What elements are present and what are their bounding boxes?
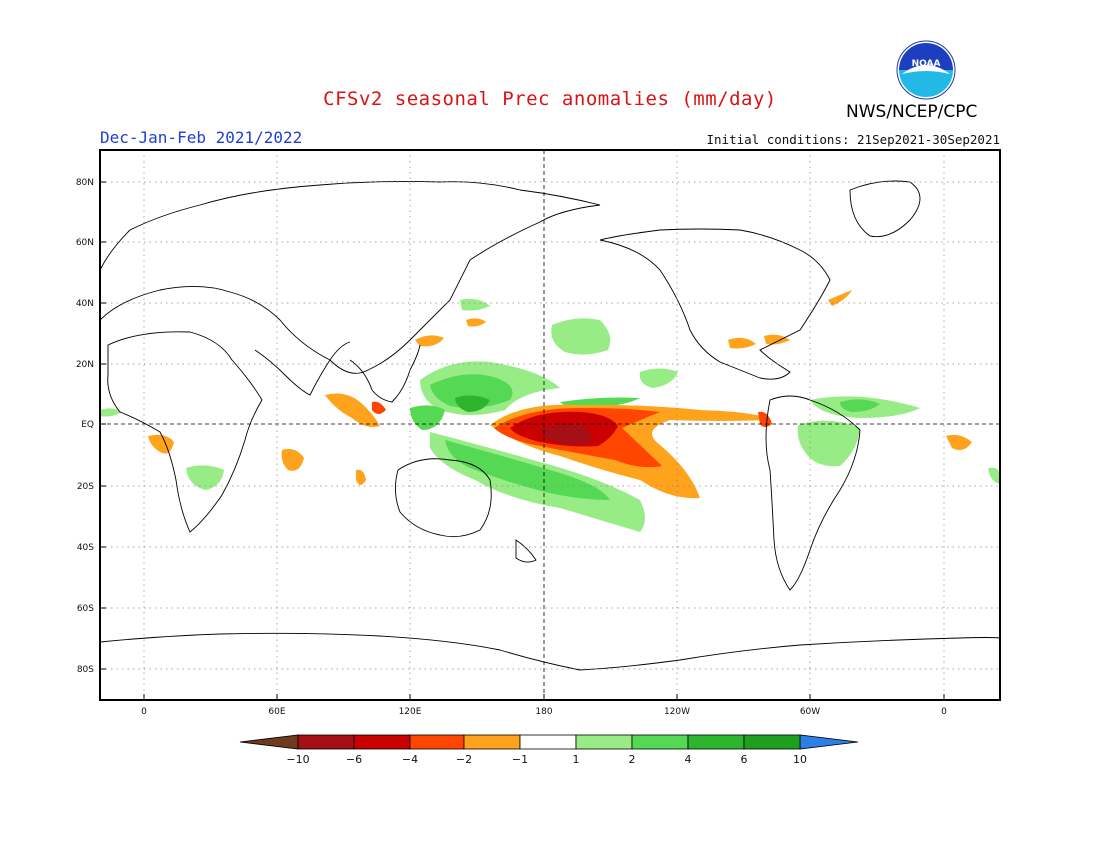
colorbar-label: 6 [741,753,748,766]
lat-tick-marks [100,181,945,700]
peru-coast-dry [758,411,772,427]
coastline-southeast-asia [349,344,421,403]
lat-tick: 60N [76,238,94,248]
colorbar-label: 10 [793,753,807,766]
madagascar-dry [356,469,366,485]
coastline-greenland [849,180,921,238]
coastline-south-america [765,395,861,591]
colorbar-segment [463,734,521,750]
amazon-wet [797,420,860,467]
colorbar-left-arrow [239,734,299,750]
central-pacific-wet [551,318,611,355]
indian-ocean-dry [281,449,304,471]
east-pacific-wet [639,368,678,388]
coastline-arabia-india [254,341,351,396]
wpac-wet-peak [455,395,490,412]
southern-africa-wet [186,465,224,490]
colorbar-label: 1 [573,753,580,766]
east-atlantic-dry [946,434,972,450]
gulf-mexico-dry [728,337,756,349]
lat-tick: EQ [81,420,94,430]
coastline-africa [107,331,263,533]
graticule [100,150,1000,700]
sumatra-dry [372,401,386,414]
lon-tick: 60W [800,707,820,717]
central-pacific-dry-core [540,424,592,445]
lat-tick: 80N [76,178,94,188]
spcz-wet-core [445,440,610,500]
lon-tick: 180 [535,707,552,717]
colorbar-segment [631,734,689,750]
colorbar-label: −6 [346,753,362,766]
africa-equator-dry [148,434,174,454]
colorbar-segment [409,734,465,750]
colorbar-label: 4 [685,753,692,766]
colorbar: −10 −6 −4 −2 −1 1 2 4 6 10 [239,734,859,766]
colorbar-segment [297,734,355,750]
lat-tick: 40N [76,299,94,309]
coastline-north-america [599,228,831,380]
lat-axis: 80N 60N 40N 20N EQ 20S 40S 60S 80S [76,178,94,675]
wpac-wet-core [430,374,513,408]
west-africa-wet [100,408,122,417]
negative-anomaly-areas [148,290,972,499]
colorbar-label: 2 [629,753,636,766]
lat-tick: 20N [76,360,94,370]
north-atlantic-dry [828,290,852,306]
far-east-atlantic-wet [988,467,1000,484]
agency-label: NWS/NCEP/CPC [846,102,978,122]
maritime-continent-dry [325,393,380,427]
lon-tick: 0 [141,707,147,717]
caribbean-dry [764,334,790,345]
lat-tick: 80S [77,665,94,675]
colorbar-segment [519,734,577,750]
initial-conditions-label: Initial conditions: 21Sep2021-30Sep2021 [706,132,1001,147]
lon-tick: 60E [268,707,285,717]
colorbar-segment [575,734,633,750]
japan-dry [466,318,486,327]
colorbar-segment [687,734,745,750]
colorbar-label: −2 [456,753,472,766]
kuroshio-wet [460,298,490,311]
colorbar-label: −10 [286,753,309,766]
coastline-antarctica [100,632,1000,671]
lon-tick: 120W [664,707,690,717]
lat-tick: 60S [77,604,94,614]
colorbar-segment [743,734,801,750]
map-frame [99,149,1001,701]
lat-tick: 20S [77,482,94,492]
colorbar-label: −1 [512,753,528,766]
coastline-australia [395,458,492,538]
colorbar-label: −4 [402,753,418,766]
coastline-eurasia [100,180,601,374]
lon-tick: 0 [941,707,947,717]
svg-text:NOAA: NOAA [912,59,941,69]
south-china-sea-dry [415,335,444,347]
coastline-new-zealand [515,539,537,563]
lon-axis: 0 60E 120E 180 120W 60W 0 [141,707,947,717]
noaa-logo-icon: NOAA [896,40,956,100]
lat-tick: 40S [77,543,94,553]
lon-tick: 120E [399,707,422,717]
chart-title: CFSv2 seasonal Prec anomalies (mm/day) [323,88,777,110]
season-label: Dec-Jan-Feb 2021/2022 [100,128,303,147]
colorbar-segment [353,734,411,750]
colorbar-right-arrow [799,734,859,750]
atlantic-wet-core [840,399,880,412]
australia-nw-wet [410,405,445,430]
